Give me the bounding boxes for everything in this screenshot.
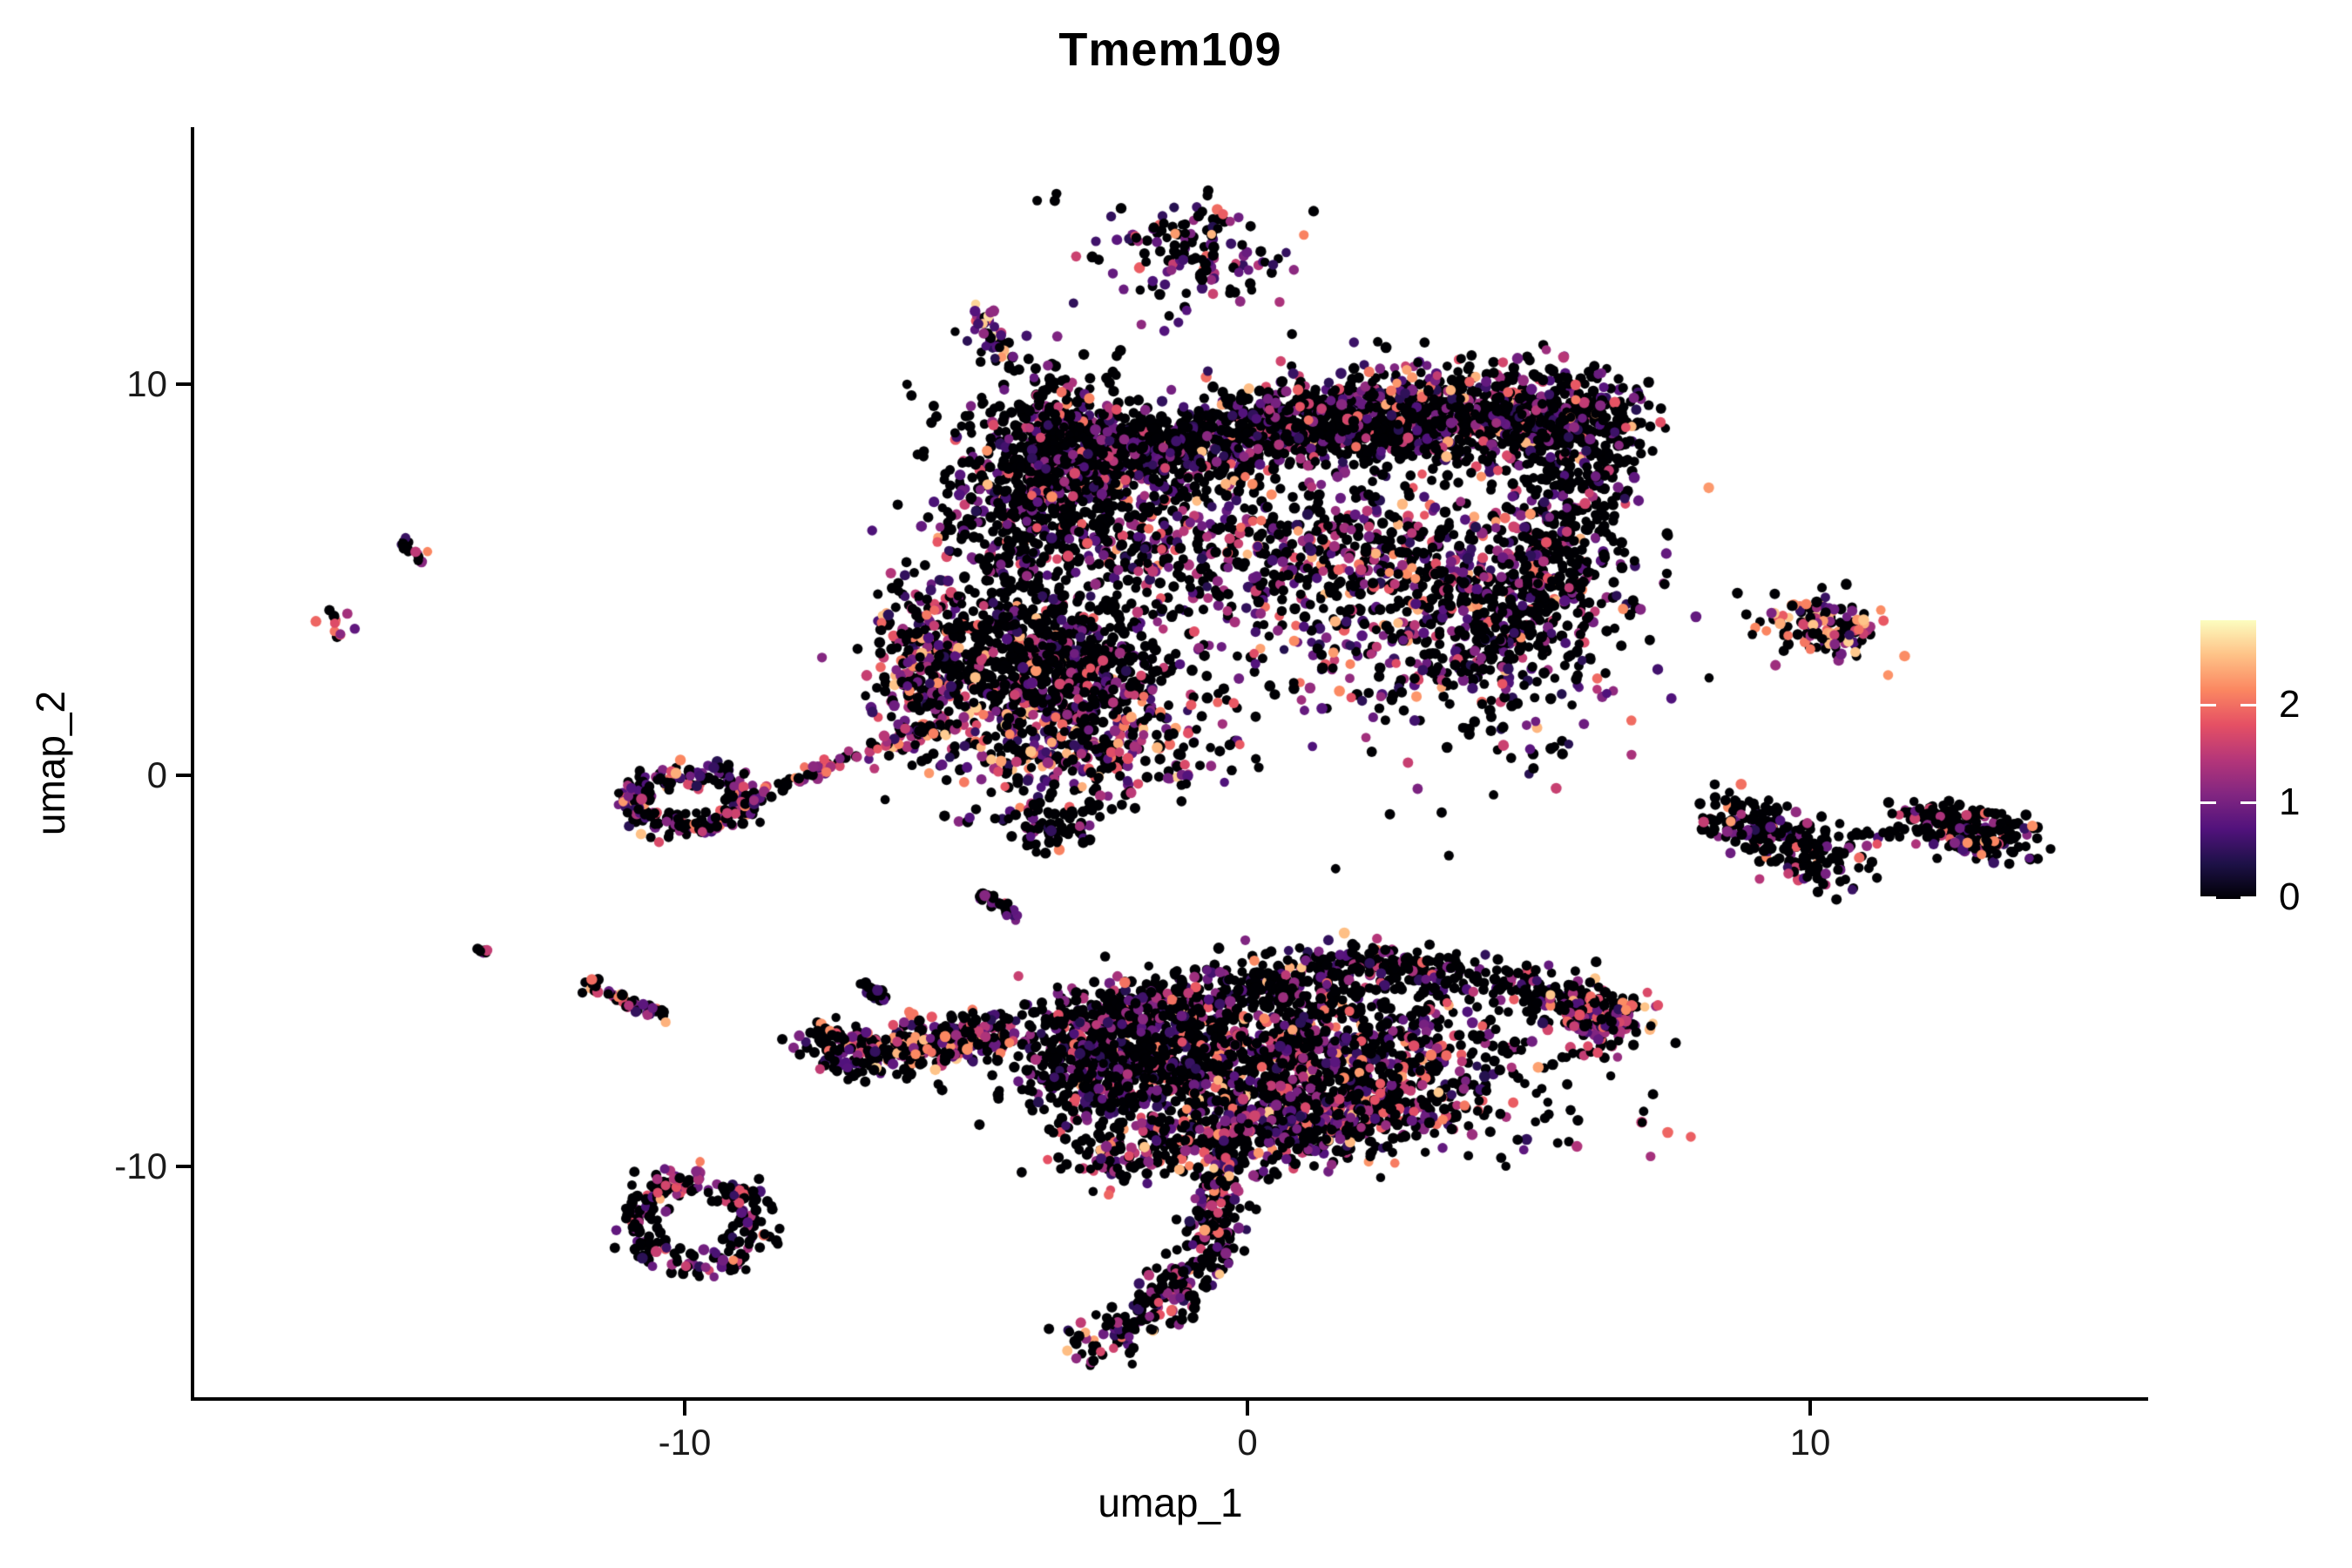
y-tick-mark-10 bbox=[176, 382, 191, 386]
y-tick-label-neg10: -10 bbox=[114, 1146, 167, 1186]
y-axis-line bbox=[191, 127, 194, 1401]
legend-label-1: 1 bbox=[2279, 781, 2301, 824]
x-tick-mark-0 bbox=[1246, 1401, 1249, 1416]
legend-gradient-bar bbox=[2200, 620, 2256, 899]
colorbar-legend: 2 1 0 bbox=[2200, 620, 2352, 951]
legend-label-0: 0 bbox=[2279, 875, 2301, 918]
legend-tick-2-right bbox=[2240, 704, 2256, 707]
legend-tick-0 bbox=[2200, 896, 2216, 899]
y-tick-mark-0 bbox=[176, 774, 191, 777]
y-tick-label-10: 10 bbox=[126, 363, 167, 404]
x-axis-title: umap_1 bbox=[1098, 1480, 1243, 1525]
x-tick-label-10: 10 bbox=[1789, 1422, 1831, 1463]
legend-tick-1 bbox=[2200, 801, 2216, 805]
x-tick-mark-10 bbox=[1808, 1401, 1812, 1416]
legend-label-2: 2 bbox=[2279, 683, 2301, 727]
legend-tick-0-right bbox=[2240, 896, 2256, 899]
x-axis-line bbox=[191, 1397, 2148, 1401]
plot-title: Tmem109 bbox=[1058, 24, 1282, 76]
x-tick-label-0: 0 bbox=[1237, 1422, 1258, 1463]
legend-tick-2 bbox=[2200, 704, 2216, 707]
y-tick-label-0: 0 bbox=[146, 754, 167, 795]
x-tick-label-neg10: -10 bbox=[658, 1422, 712, 1463]
y-axis-title: umap_2 bbox=[28, 690, 73, 836]
legend-tick-1-right bbox=[2240, 801, 2256, 805]
y-tick-mark-neg10 bbox=[176, 1165, 191, 1168]
x-tick-mark-neg10 bbox=[683, 1401, 686, 1416]
